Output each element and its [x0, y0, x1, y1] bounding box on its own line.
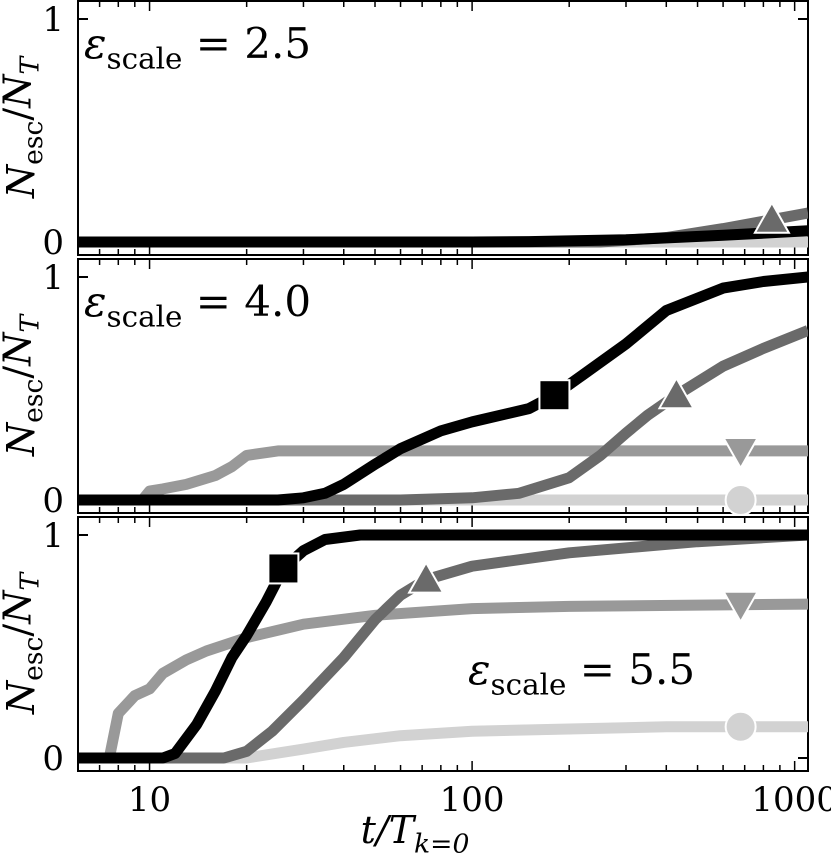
panel-annotation: εscale = 5.5 — [468, 645, 695, 702]
panel-annotation: εscale = 4.0 — [84, 277, 311, 334]
y-tick-label: 1 — [42, 516, 64, 556]
panel-2: 0 1 εscale = 4.0 Nesc/NT — [0, 258, 809, 521]
panel-1: 0 1 εscale = 2.5 Nesc/NT — [0, 0, 809, 263]
x-axis-label: t/Tk=0 — [361, 808, 470, 856]
marker-triangle-up — [753, 200, 791, 234]
y-axis-label: Nesc/NT — [0, 571, 49, 716]
series-line-3 — [78, 598, 808, 764]
series-line-3 — [78, 445, 808, 506]
marker-square — [538, 379, 571, 412]
series-line-1 — [78, 271, 808, 506]
x-tick-label: 100 — [440, 780, 505, 820]
y-tick-label: 0 — [42, 481, 64, 521]
axes-frame — [77, 0, 809, 256]
marker-triangle-up — [407, 560, 445, 594]
axes-frame — [77, 516, 809, 772]
series-line-1 — [78, 225, 808, 248]
series-line-4 — [78, 721, 808, 764]
marker-triangle-up — [657, 376, 696, 410]
y-axis-label: Nesc/NT — [0, 313, 49, 458]
x-tick-label: 1000 — [751, 780, 831, 820]
series-line-2 — [78, 325, 808, 506]
series-group — [78, 529, 808, 764]
x-tick-label: 10 — [128, 780, 171, 820]
y-tick-label: 1 — [42, 0, 64, 40]
y-tick-label: 0 — [42, 223, 64, 263]
y-tick-label: 1 — [42, 258, 64, 298]
marker-circle — [724, 484, 757, 516]
panel-3: 0 1 εscale = 5.5 Nesc/NT 10 100 1000 t/Tk=0 — [0, 516, 831, 859]
y-axis-label: Nesc/NT — [0, 55, 49, 200]
panel-annotation: εscale = 2.5 — [84, 19, 311, 76]
series-line-2 — [78, 529, 808, 764]
series-group — [78, 271, 808, 506]
y-tick-label: 0 — [42, 739, 64, 779]
axes-frame — [77, 258, 809, 514]
marker-triangle-down — [721, 436, 760, 470]
marker-triangle-down — [721, 590, 760, 624]
marker-circle — [724, 710, 757, 743]
series-line-1 — [78, 529, 808, 764]
marker-square — [267, 552, 300, 585]
